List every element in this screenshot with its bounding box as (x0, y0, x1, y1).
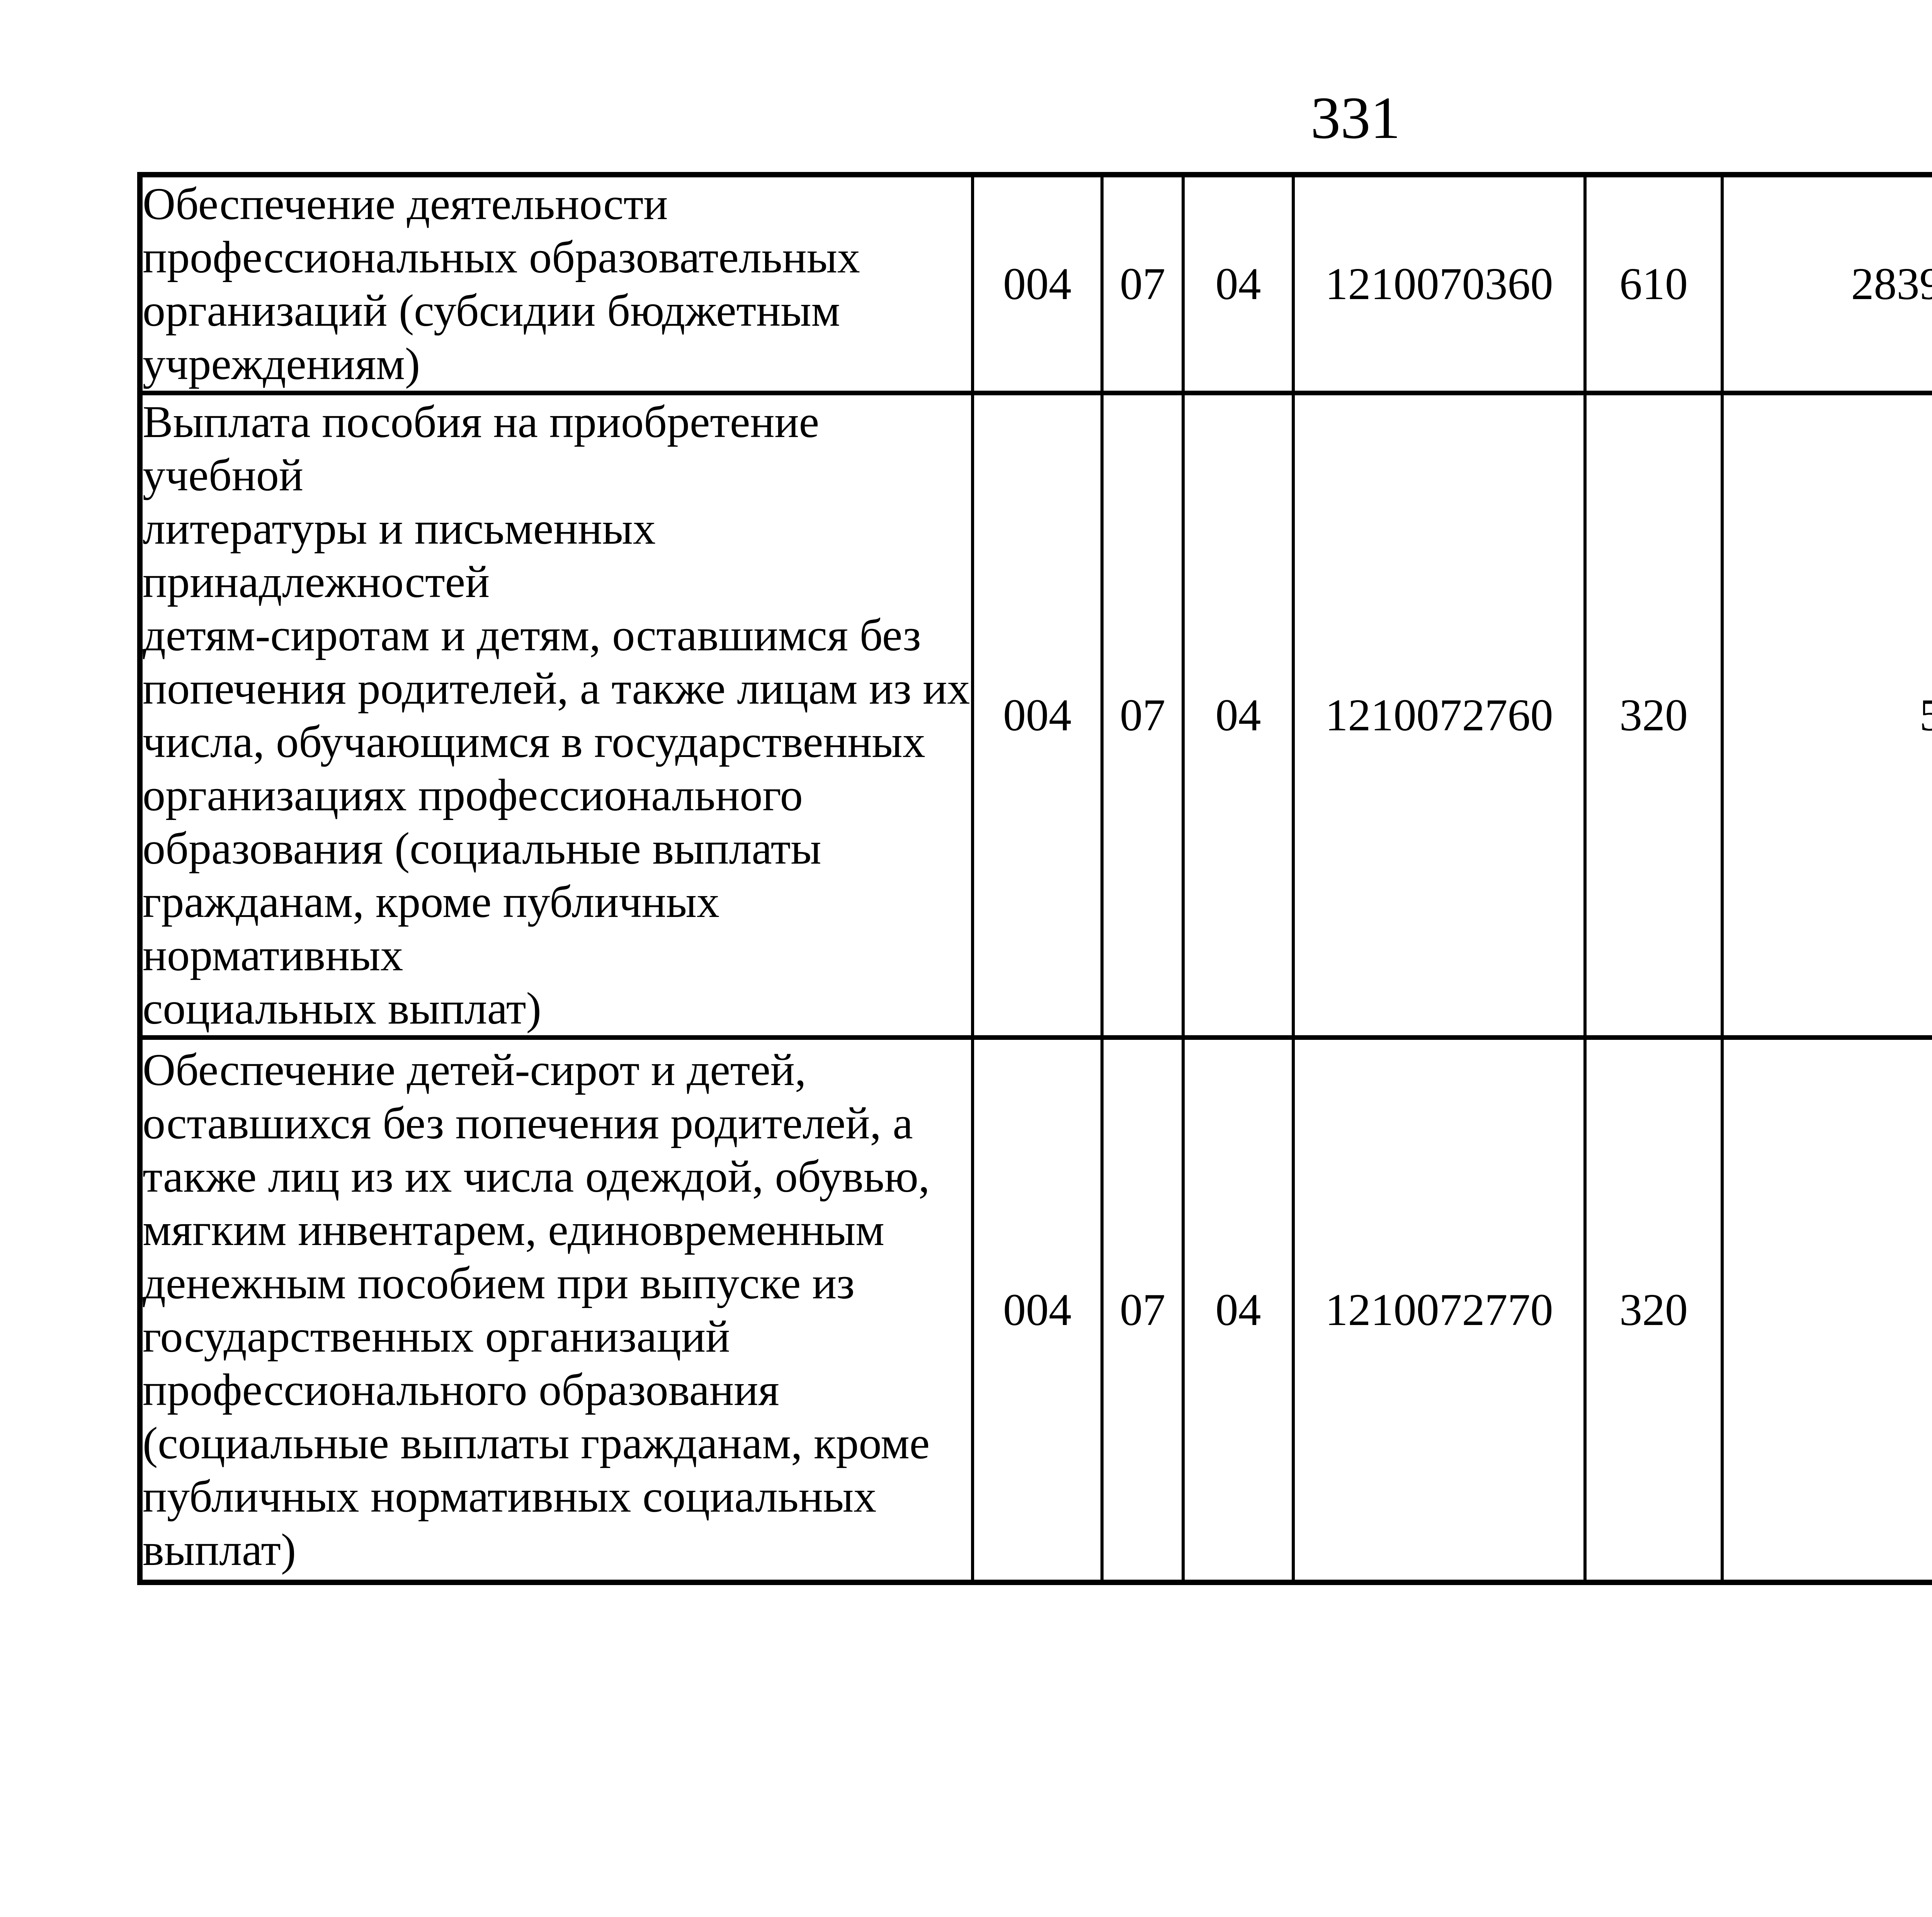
target-item-code-cell: 1210072770 (1292, 1035, 1587, 1585)
budget-table: Обеспечение деятельности профессиональны… (137, 172, 1932, 1585)
amount-cell-1: 283973,3 (1721, 172, 1932, 395)
subsection-code-cell: 04 (1182, 391, 1295, 1040)
target-item-code-cell: 1210072760 (1292, 391, 1587, 1040)
expense-type-code-cell: 610 (1583, 172, 1724, 395)
table-row: Обеспечение деятельности профессиональны… (138, 172, 1932, 395)
section-code-cell: 07 (1100, 172, 1185, 395)
target-item-code-cell: 1210070360 (1292, 172, 1587, 395)
subsection-code-cell: 04 (1182, 1035, 1295, 1585)
activity-name-cell: Обеспечение детей-сирот и детей, оставши… (138, 1035, 974, 1585)
section-code-cell: 07 (1100, 1035, 1185, 1585)
amount-cell-1: 183 (1721, 1035, 1932, 1585)
expense-type-code-cell: 320 (1583, 391, 1724, 1040)
table-row: Обеспечение детей-сирот и детей, оставши… (138, 1035, 1932, 1585)
grbs-code-cell: 004 (971, 172, 1104, 395)
section-code-cell: 07 (1100, 391, 1185, 1040)
amount-cell-1: 561,6 (1721, 391, 1932, 1040)
grbs-code-cell: 004 (971, 391, 1104, 1040)
activity-name-cell: Обеспечение деятельности профессиональны… (138, 172, 974, 395)
table-row: Выплата пособия на приобретение учебной … (138, 391, 1932, 1040)
expense-type-code-cell: 320 (1583, 1035, 1724, 1585)
activity-name-cell: Выплата пособия на приобретение учебной … (138, 391, 974, 1040)
subsection-code-cell: 04 (1182, 172, 1295, 395)
grbs-code-cell: 004 (971, 1035, 1104, 1585)
page-number: 331 (1310, 85, 1401, 151)
